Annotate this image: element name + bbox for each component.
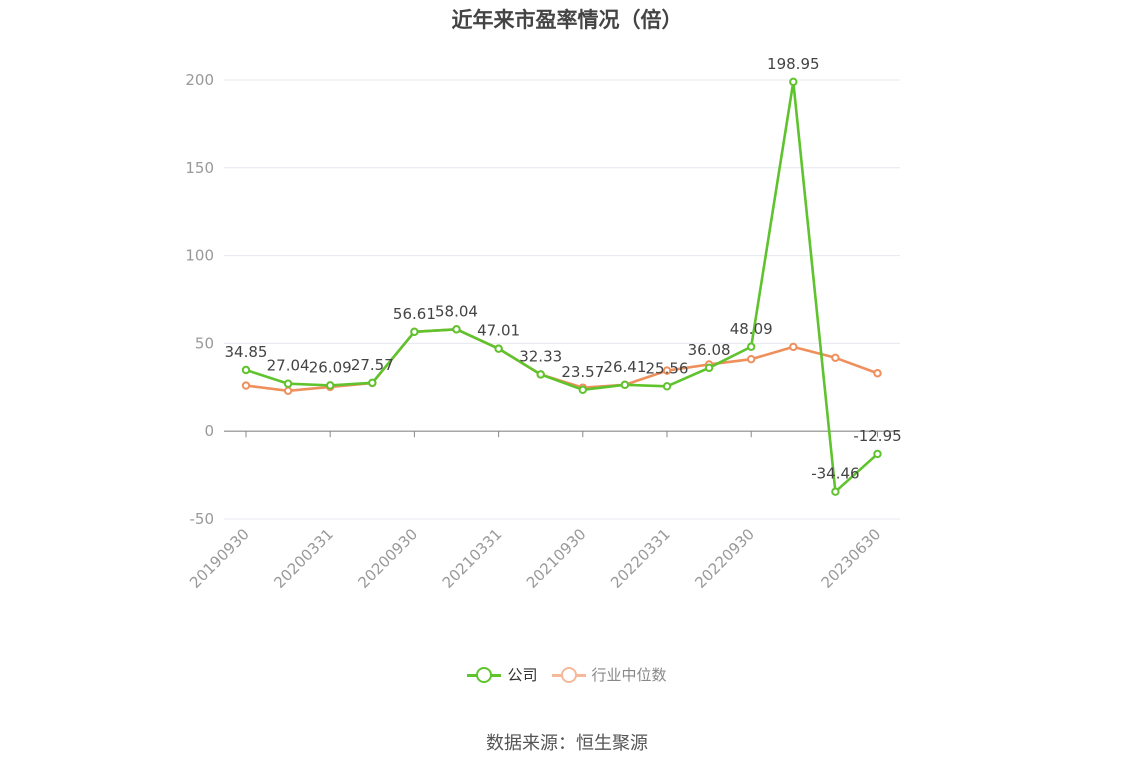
industry-data-point xyxy=(831,353,840,362)
x-tick-label: 20230630 xyxy=(818,525,885,592)
x-tick-label: 20210331 xyxy=(439,525,506,592)
data-label: 27.57 xyxy=(351,356,394,374)
data-label: -12.95 xyxy=(853,427,901,445)
y-tick-label: -50 xyxy=(190,510,215,528)
legend-item-industry[interactable]: 行业中位数 xyxy=(551,664,667,685)
company-data-point xyxy=(704,363,714,373)
y-tick-label: 0 xyxy=(204,422,214,440)
x-tick-label: 20200331 xyxy=(270,525,337,592)
circle-line-icon xyxy=(551,665,586,685)
industry-data-point xyxy=(241,381,251,390)
data-label: 26.09 xyxy=(309,358,352,376)
data-label: 27.04 xyxy=(267,357,310,375)
data-label: 36.08 xyxy=(688,341,731,359)
company-data-point xyxy=(452,325,461,334)
company-data-point xyxy=(747,342,756,351)
circle-line-icon xyxy=(467,665,502,685)
company-data-point xyxy=(326,381,335,390)
x-tick-label: 20220331 xyxy=(607,525,674,592)
data-label: 32.33 xyxy=(519,347,562,365)
y-tick-label: 150 xyxy=(185,159,214,177)
company-data-point xyxy=(241,365,251,375)
company-data-point xyxy=(662,382,672,391)
industry-data-point xyxy=(747,355,756,364)
data-label: 26.41 xyxy=(603,358,646,376)
data-label: 56.61 xyxy=(393,305,436,323)
industry-data-point xyxy=(873,369,882,378)
company-data-point xyxy=(494,344,503,353)
data-label: 23.57 xyxy=(561,363,604,381)
legend-item-company[interactable]: 公司 xyxy=(467,664,538,685)
chart-title: 近年来市盈率情况（倍） xyxy=(451,8,683,32)
company-data-point xyxy=(789,77,798,87)
legend-label-company: 公司 xyxy=(507,666,538,684)
x-tick-label: 20200930 xyxy=(355,525,422,592)
legend-label-industry: 行业中位数 xyxy=(591,666,667,684)
data-source-note: 数据来源：恒生聚源 xyxy=(486,733,648,754)
industry-data-point xyxy=(283,386,293,396)
company-data-point xyxy=(578,385,587,395)
x-tick-label: 20220930 xyxy=(691,525,758,592)
line-chart: -50 0 50 100 150 200 20190930 20200331 20200930 2… xyxy=(185,55,901,592)
company-data-point xyxy=(620,380,630,390)
data-label: 198.95 xyxy=(767,55,820,73)
company-data-point xyxy=(410,327,419,336)
company-data-point xyxy=(368,378,377,387)
industry-data-point xyxy=(789,342,798,352)
data-label: 34.85 xyxy=(225,343,268,361)
data-label: 58.04 xyxy=(435,302,478,320)
x-tick-label: 20190930 xyxy=(186,525,253,592)
data-label: 48.09 xyxy=(730,320,773,338)
y-tick-label: 100 xyxy=(185,247,214,265)
data-label: -34.46 xyxy=(811,465,859,483)
data-label: 25.56 xyxy=(646,359,689,377)
chart-legend: 公司 行业中位数 xyxy=(0,664,1134,685)
company-data-point xyxy=(283,379,293,388)
y-tick-label: 50 xyxy=(195,334,214,352)
y-tick-label: 200 xyxy=(185,71,214,89)
company-data-point xyxy=(831,487,840,496)
company-series-line xyxy=(244,80,879,494)
company-data-point xyxy=(536,370,545,379)
industry-data-point xyxy=(662,366,672,375)
company-data-point xyxy=(873,449,882,459)
x-tick-label: 20210930 xyxy=(523,525,590,592)
data-label: 47.01 xyxy=(477,322,520,340)
